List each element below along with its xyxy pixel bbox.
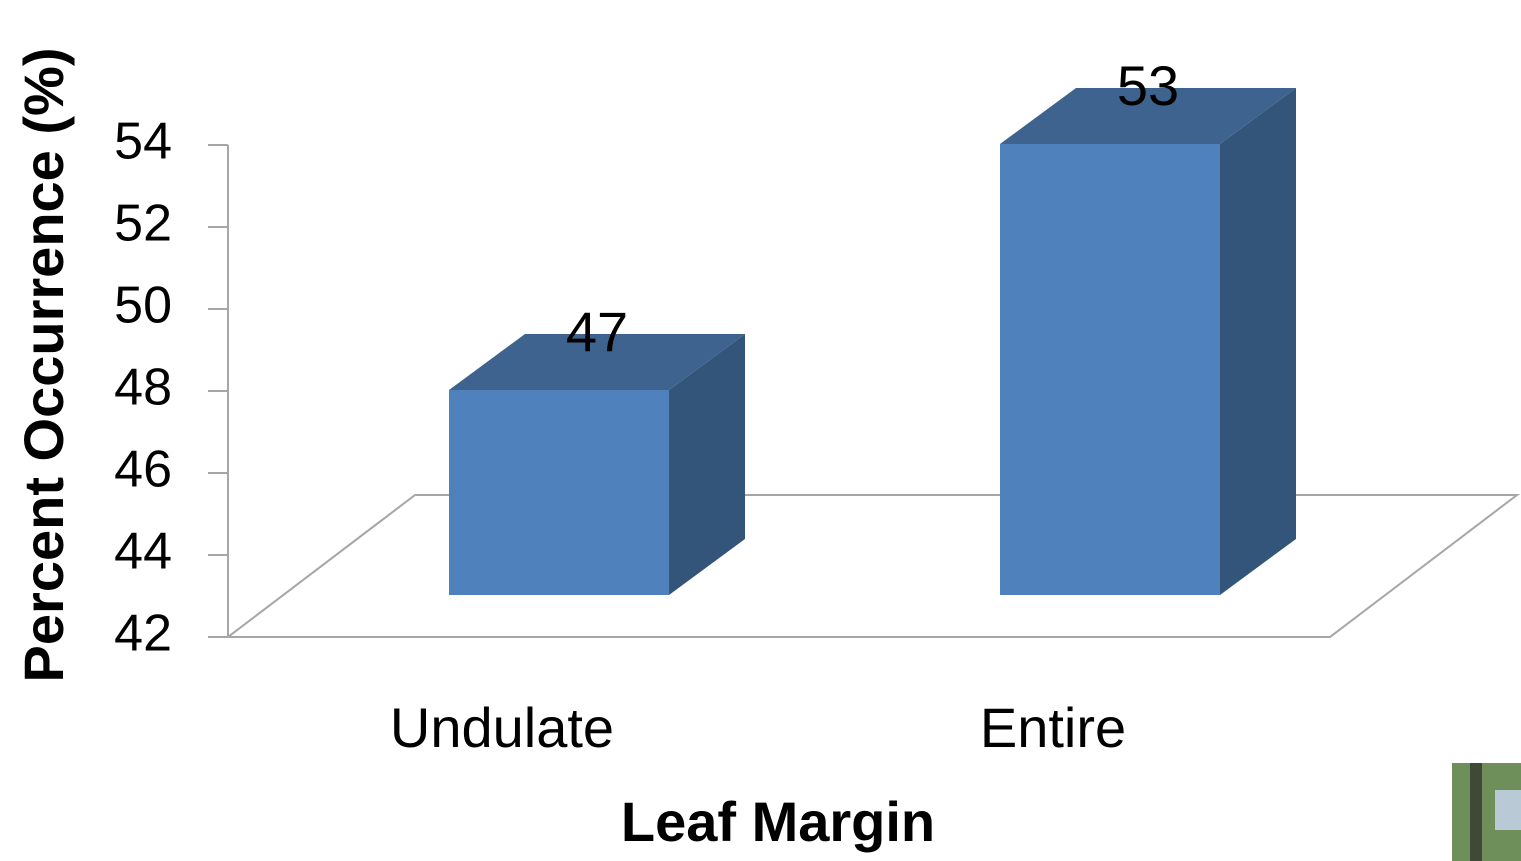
y-tick-label: 52 [114, 195, 172, 253]
y-tick-label: 54 [114, 113, 172, 171]
y-tick-label: 44 [114, 523, 172, 581]
x-axis-label: Leaf Margin [621, 790, 935, 853]
x-tick-label: Entire [980, 696, 1126, 759]
y-tick-label: 42 [114, 605, 172, 663]
y-tick-label: 50 [114, 277, 172, 335]
value-label: 47 [566, 300, 628, 363]
bar-top [1000, 88, 1296, 144]
bar-top [449, 334, 745, 390]
bar [1000, 144, 1220, 595]
bar-side [669, 334, 745, 595]
y-tick-label: 46 [114, 441, 172, 499]
floor [227, 494, 1520, 638]
y-axis-label: Percent Occurrence (%) [12, 48, 75, 683]
y-tick-label: 48 [114, 359, 172, 417]
thumbnail [1452, 763, 1521, 861]
x-tick-label: Undulate [390, 696, 614, 759]
bar-side [1220, 88, 1296, 595]
bar [449, 390, 669, 595]
value-label: 53 [1117, 54, 1179, 117]
